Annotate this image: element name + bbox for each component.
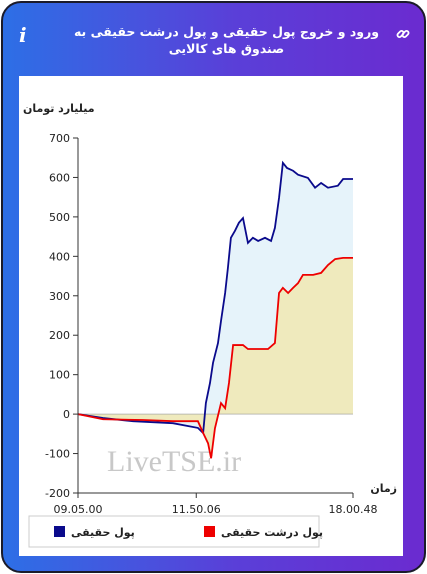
y-tick-label: 200 [49, 329, 70, 342]
legend-label: پول حقیقی [71, 526, 135, 539]
y-tick-label: 600 [49, 171, 70, 184]
y-tick-label: 100 [49, 369, 70, 382]
legend-box [28, 515, 320, 548]
x-tick-label: 18.00.48 [329, 503, 378, 516]
y-tick-label: 300 [49, 290, 70, 303]
x-tick-label: 11.50.06 [172, 503, 221, 516]
y-tick-label: 400 [49, 250, 70, 263]
chart-panel: میلیارد تومان LiveTSE.ir -200 -100 0 100 200 30… [19, 76, 403, 556]
y-axis-label: میلیارد تومان [23, 102, 95, 115]
info-icon[interactable]: i [19, 23, 27, 47]
legend-swatch [204, 526, 215, 537]
series-line [77, 257, 353, 459]
chart: میلیارد تومان LiveTSE.ir -200 -100 0 100 200 30… [23, 102, 397, 548]
y-tick-label: 500 [49, 211, 70, 224]
y-tick-label: 0 [63, 408, 70, 421]
watermark: LiveTSE.ir [107, 445, 241, 478]
area-fill [78, 257, 353, 459]
y-tick-label: -200 [45, 487, 70, 500]
y-tick-label: -100 [45, 448, 70, 461]
card-title: ورود و خروج پول حقیقی و پول درشت حقیقی ب… [73, 24, 380, 56]
series-line [77, 160, 353, 436]
legend-label: پول درشت حقیقی [221, 526, 323, 539]
x-tick-label: 09.05.00 [54, 503, 103, 516]
link-icon[interactable] [396, 27, 410, 41]
x-axis-label: زمان [370, 482, 397, 495]
legend-swatch [54, 526, 65, 537]
y-tick-label: 700 [49, 132, 70, 145]
